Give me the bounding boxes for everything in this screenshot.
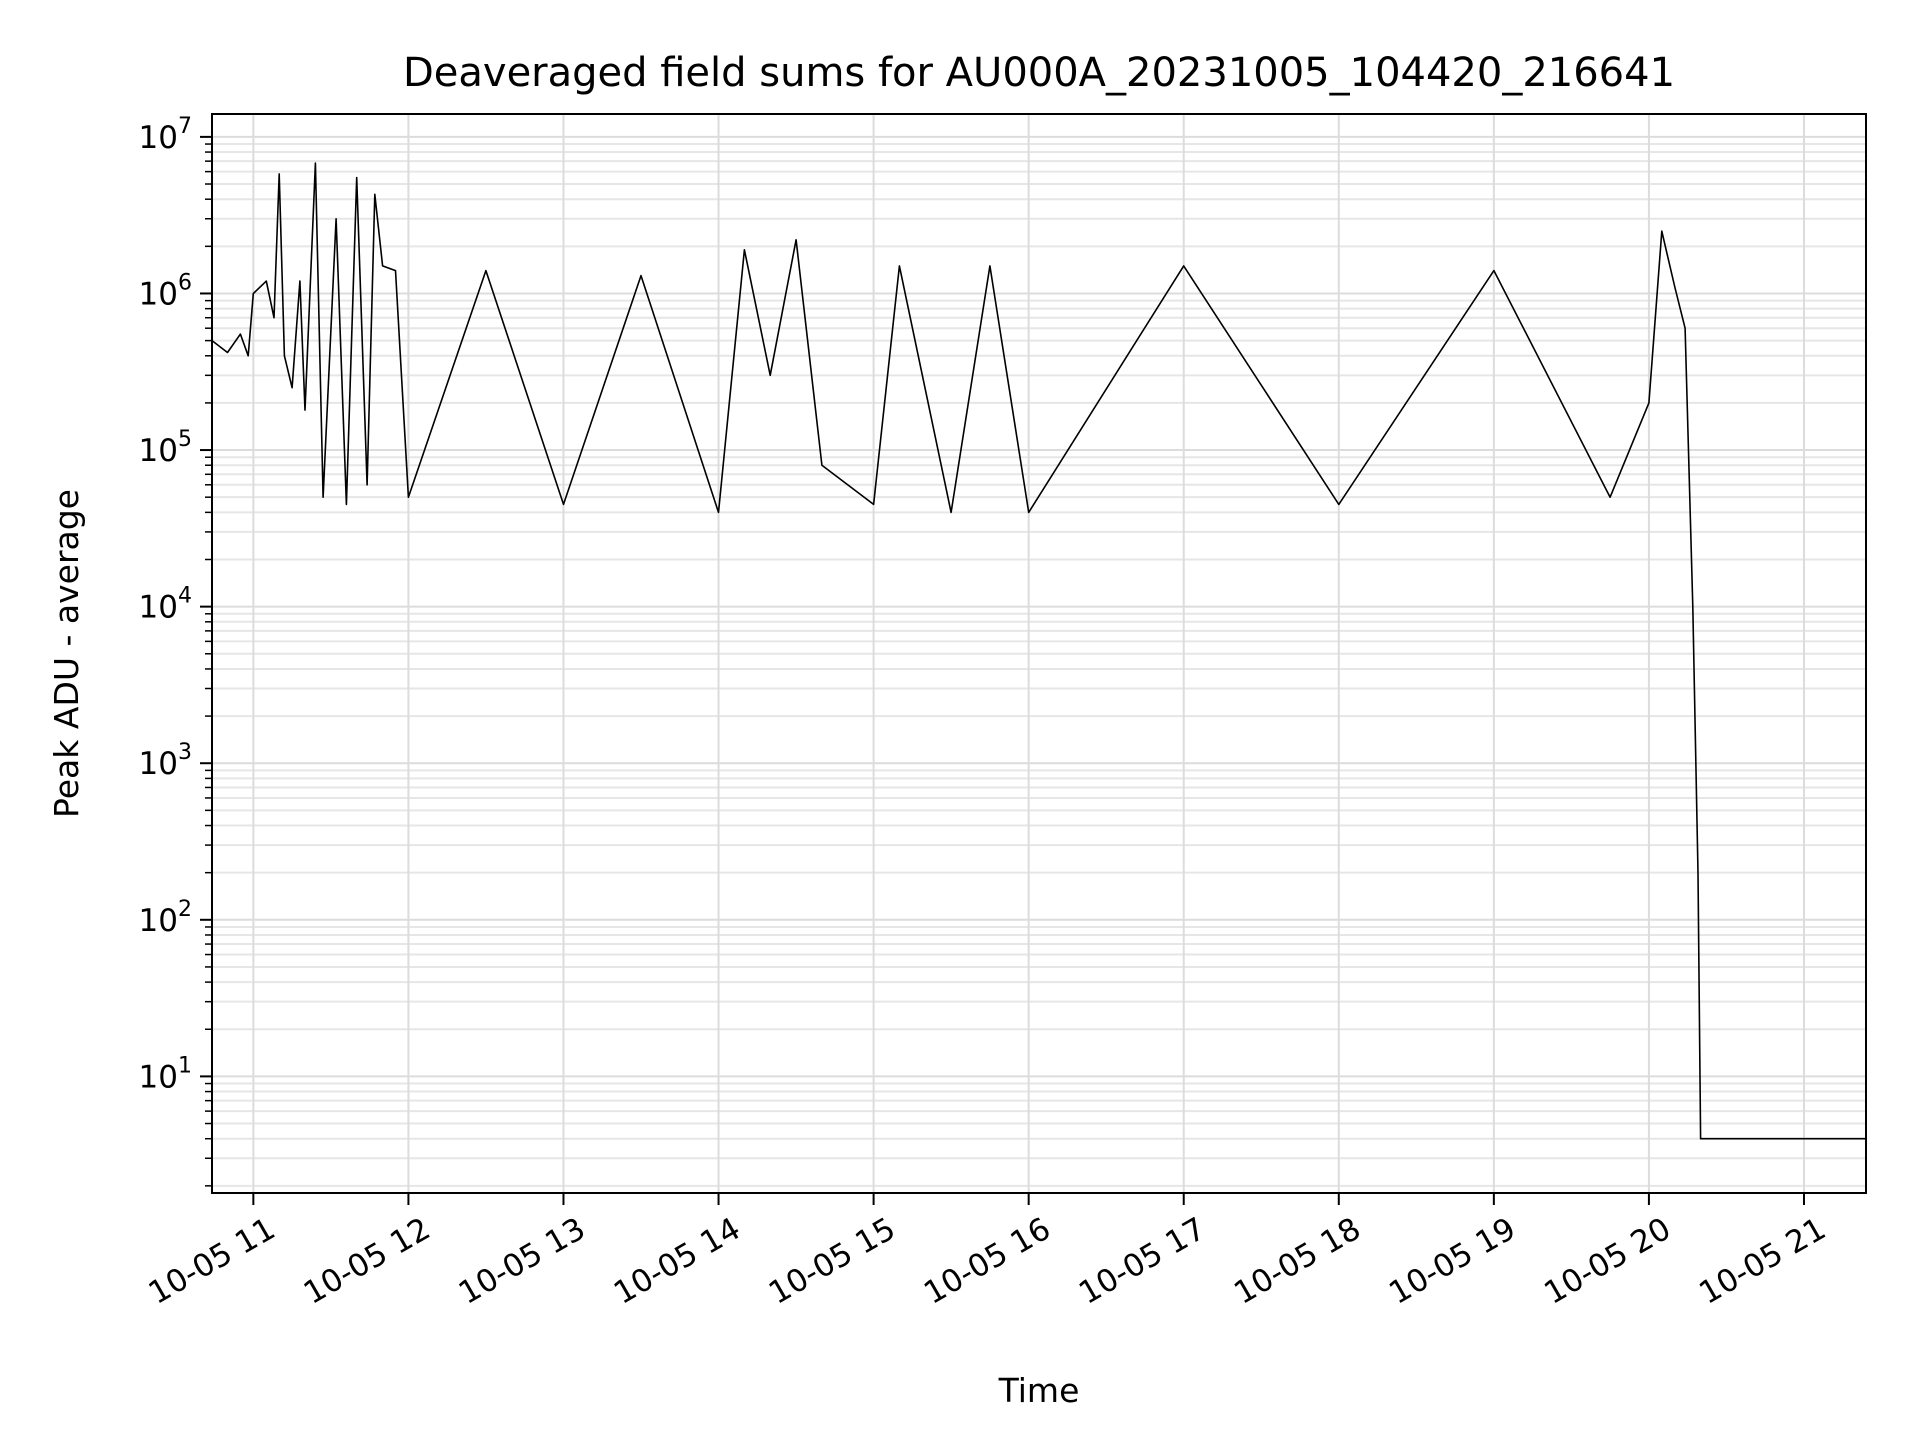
chart-title: Deaveraged field sums for AU000A_2023100… <box>403 50 1675 96</box>
y-tick-label: 101 <box>139 1053 192 1095</box>
y-tick-label: 106 <box>139 270 192 312</box>
y-tick-label: 107 <box>139 114 192 156</box>
y-axis-label: Peak ADU - average <box>47 489 86 818</box>
y-tick-label: 104 <box>139 584 192 626</box>
x-axis-label: Time <box>998 1371 1080 1410</box>
y-tick-label: 105 <box>139 427 192 469</box>
series-layer <box>211 162 1866 1140</box>
y-tick-label: 102 <box>139 897 192 939</box>
y-tick-label: 103 <box>139 740 192 782</box>
grid <box>212 114 1866 1193</box>
series-line-0 <box>211 162 1866 1140</box>
